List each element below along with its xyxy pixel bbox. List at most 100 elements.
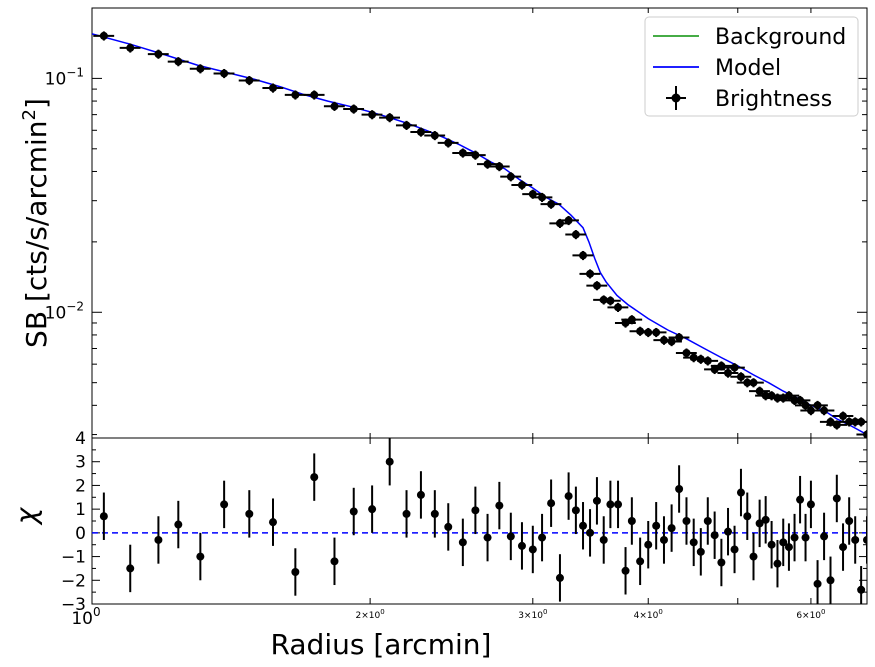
x-tick-label: 2×100 (356, 608, 385, 621)
chi-marker (430, 509, 439, 518)
chi-point (126, 544, 135, 593)
brightness-marker (368, 110, 377, 119)
x-tick-label: 3×100 (518, 608, 547, 621)
chi-y-tick-label: −1 (61, 548, 86, 568)
chi-marker (495, 501, 504, 510)
chi-marker (627, 517, 636, 525)
brightness-point (710, 361, 732, 371)
chi-marker (832, 494, 841, 503)
brightness-point (826, 420, 848, 430)
x-tick-label: 4×100 (634, 608, 663, 621)
chi-point (99, 492, 108, 540)
brightness-marker (806, 406, 815, 415)
chi-point (784, 523, 793, 571)
residual-plot-area (91, 437, 868, 605)
brightness-marker (430, 131, 439, 140)
chi-marker (621, 566, 630, 575)
brightness-marker (517, 181, 526, 190)
brightness-marker (586, 269, 595, 278)
brightness-marker (606, 296, 615, 305)
chi-marker (689, 538, 698, 547)
chi-marker (126, 564, 135, 573)
chi-marker (636, 557, 645, 566)
chi-point (730, 525, 739, 574)
chi-marker (291, 567, 300, 576)
x-axis-label: Radius [arcmin] (271, 628, 492, 661)
brightness-point (832, 411, 854, 421)
brightness-marker (416, 127, 425, 136)
brightness-point (645, 327, 667, 338)
chi-marker (790, 533, 799, 542)
brightness-point (238, 75, 260, 86)
chi-marker (659, 535, 668, 544)
chi-marker (174, 520, 183, 529)
brightness-point (464, 150, 486, 160)
brightness-marker (826, 417, 835, 426)
chi-marker (696, 547, 705, 556)
sb-y-tick-labels: 10−1 10−2 (45, 65, 84, 323)
chi-marker (743, 512, 752, 521)
brightness-point (343, 104, 365, 114)
chi-point (586, 509, 595, 557)
brightness-point (607, 302, 629, 312)
brightness-point (599, 296, 621, 306)
sb-panel: 10−1 10−2 SB [cts/s/arcmin2] Background M… (19, 7, 868, 439)
chi-marker (703, 517, 712, 525)
chi-marker (820, 532, 829, 541)
chi-point (444, 503, 453, 551)
legend-model-label: Model (715, 56, 781, 81)
brightness-marker (736, 372, 745, 381)
chi-point (579, 502, 588, 550)
brightness-point (717, 368, 739, 378)
brightness-marker (675, 333, 684, 342)
chi-point (606, 480, 615, 529)
brightness-points (93, 31, 867, 438)
chi-point (779, 518, 788, 567)
sb-y-axis-label: SB [cts/s/arcmin2] (19, 98, 53, 348)
brightness-point (189, 64, 211, 74)
brightness-point (531, 192, 553, 203)
chi-marker (368, 505, 377, 514)
chi-point (385, 438, 394, 486)
chi-point (689, 518, 698, 567)
chi-marker (682, 517, 691, 525)
chi-marker (851, 535, 860, 544)
brightness-marker (667, 337, 676, 346)
chi-point (614, 480, 623, 529)
chi-y-tick-label: 4 (75, 429, 86, 449)
brightness-marker (659, 336, 668, 345)
chi-point (675, 465, 684, 513)
chi-point (796, 475, 805, 524)
brightness-marker (349, 104, 358, 113)
chi-point (196, 532, 205, 581)
chi-point (483, 513, 492, 562)
brightness-point (488, 162, 510, 172)
brightness-marker (813, 401, 822, 410)
chi-point (430, 490, 439, 538)
brightness-point (806, 400, 828, 411)
chi-marker (839, 543, 848, 552)
chi-y-tick-label: −2 (61, 571, 86, 591)
chi-point (682, 497, 691, 545)
chi-point (724, 507, 733, 556)
brightness-point (697, 356, 719, 366)
brightness-point (668, 333, 690, 343)
brightness-point (723, 363, 745, 373)
chi-point (813, 560, 822, 604)
chi-point (517, 522, 526, 570)
brightness-marker (857, 417, 866, 426)
chi-marker (310, 473, 319, 482)
chi-marker (268, 518, 277, 527)
chi-marker (755, 519, 764, 528)
chi-point (717, 538, 726, 587)
brightness-point (522, 189, 544, 199)
brightness-marker (730, 363, 739, 372)
chi-marker (813, 579, 822, 588)
chi-marker (724, 527, 733, 536)
x-tick-label: 6×100 (796, 608, 825, 621)
brightness-point (379, 113, 400, 123)
chi-point (749, 532, 758, 581)
chi-marker (710, 531, 719, 540)
chi-point (627, 497, 636, 545)
